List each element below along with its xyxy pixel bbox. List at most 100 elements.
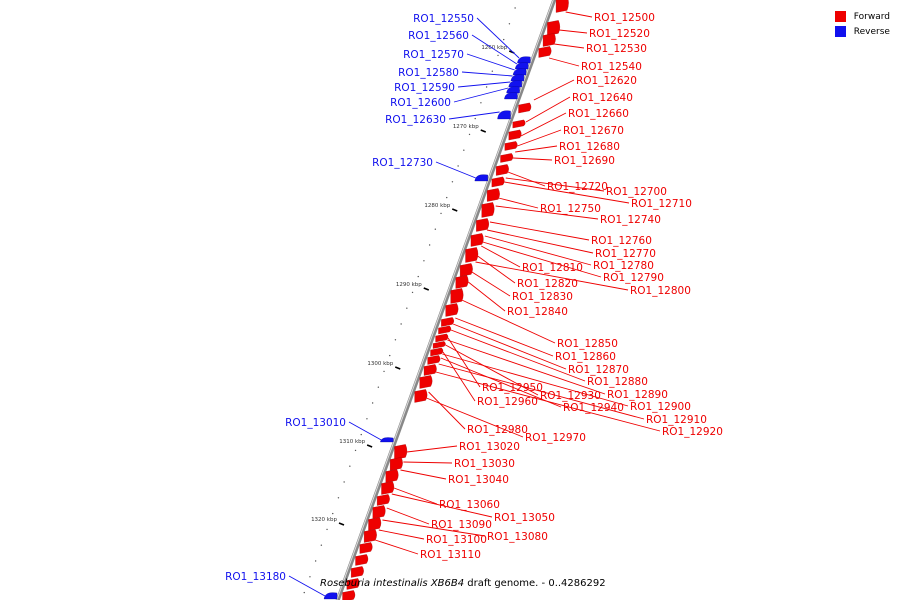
gene-block[interactable] [423,364,437,376]
gene-block[interactable] [414,389,428,403]
forward-gene-label[interactable]: RO1_12790 [603,272,664,284]
forward-gene-label[interactable]: RO1_12640 [572,92,633,104]
gene-block[interactable] [372,505,386,519]
gene-block[interactable] [459,263,473,277]
gene-block[interactable] [470,233,484,247]
gene-block[interactable] [517,56,531,64]
gene-block[interactable] [500,153,514,163]
gene-block[interactable] [377,494,390,506]
gene-block[interactable] [389,457,403,471]
forward-gene-label[interactable]: RO1_12950 [482,382,543,394]
gene-block[interactable] [432,341,446,349]
gene-block[interactable] [455,275,469,289]
gene-block[interactable] [508,80,522,88]
gene-block[interactable] [359,542,373,554]
forward-gene-label[interactable]: RO1_13110 [420,549,481,561]
forward-gene-label[interactable]: RO1_12870 [568,364,629,376]
reverse-gene-label[interactable]: RO1_12590 [394,82,455,94]
gene-block[interactable] [364,529,377,543]
forward-gene-label[interactable]: RO1_13040 [448,474,509,486]
forward-gene-label[interactable]: RO1_12970 [525,432,586,444]
gene-block[interactable] [555,0,569,13]
forward-gene-label[interactable]: RO1_12620 [576,75,637,87]
gene-block[interactable] [518,102,532,114]
gene-block[interactable] [323,592,338,600]
gene-block[interactable] [506,86,520,94]
gene-block[interactable] [515,62,529,70]
forward-gene-label[interactable]: RO1_12740 [600,214,661,226]
gene-block[interactable] [351,566,364,578]
gene-block[interactable] [419,375,433,389]
gene-block[interactable] [342,590,356,600]
forward-gene-label[interactable]: RO1_12980 [467,424,528,436]
gene-block[interactable] [491,176,505,188]
gene-block[interactable] [385,469,399,483]
gene-block[interactable] [474,174,488,182]
reverse-gene-label[interactable]: RO1_12630 [385,114,446,126]
gene-block[interactable] [450,288,464,304]
forward-gene-label[interactable]: RO1_12840 [507,306,568,318]
forward-gene-label[interactable]: RO1_12890 [607,389,668,401]
forward-gene-label[interactable]: RO1_12760 [591,235,652,247]
forward-gene-label[interactable]: RO1_12530 [586,43,647,55]
gene-block[interactable] [481,202,495,218]
forward-gene-label[interactable]: RO1_12810 [522,262,583,274]
forward-gene-label[interactable]: RO1_12880 [587,376,648,388]
forward-gene-label[interactable]: RO1_12850 [557,338,618,350]
forward-gene-label[interactable]: RO1_12860 [555,351,616,363]
forward-gene-label[interactable]: RO1_12780 [593,260,654,272]
forward-gene-label[interactable]: RO1_12900 [630,401,691,413]
reverse-gene-label[interactable]: RO1_12560 [408,30,469,42]
forward-gene-label[interactable]: RO1_12520 [589,28,650,40]
gene-block[interactable] [438,325,452,335]
gene-block[interactable] [497,110,511,120]
forward-gene-label[interactable]: RO1_12660 [568,108,629,120]
forward-gene-label[interactable]: RO1_13050 [494,512,555,524]
forward-gene-label[interactable]: RO1_12920 [662,426,723,438]
forward-gene-label[interactable]: RO1_12670 [563,125,624,137]
forward-gene-label[interactable]: RO1_12710 [631,198,692,210]
gene-block[interactable] [381,481,395,495]
forward-gene-label[interactable]: RO1_12720 [547,181,608,193]
gene-block[interactable] [394,444,408,460]
reverse-gene-label[interactable]: RO1_12550 [413,13,474,25]
forward-gene-label[interactable]: RO1_12540 [581,61,642,73]
forward-gene-label[interactable]: RO1_12960 [477,396,538,408]
gene-block[interactable] [435,333,449,343]
reverse-gene-label[interactable]: RO1_12570 [403,49,464,61]
gene-block[interactable] [547,20,561,36]
reverse-gene-label[interactable]: RO1_13010 [285,417,346,429]
forward-gene-label[interactable]: RO1_12500 [594,12,655,24]
forward-gene-label[interactable]: RO1_12820 [517,278,578,290]
gene-block[interactable] [368,517,382,531]
gene-block[interactable] [487,188,500,202]
gene-block[interactable] [355,554,369,566]
gene-block[interactable] [427,355,441,365]
gene-block[interactable] [538,46,552,58]
gene-block[interactable] [430,347,444,357]
forward-gene-label[interactable]: RO1_12910 [646,414,707,426]
gene-block[interactable] [346,578,360,590]
gene-block[interactable] [504,92,518,100]
forward-gene-label[interactable]: RO1_13060 [439,499,500,511]
gene-block[interactable] [508,129,522,141]
reverse-gene-label[interactable]: RO1_12580 [398,67,459,79]
forward-gene-label[interactable]: RO1_12700 [606,186,667,198]
forward-gene-label[interactable]: RO1_13100 [426,534,487,546]
gene-block[interactable] [512,119,526,129]
forward-gene-label[interactable]: RO1_12690 [554,155,615,167]
gene-block[interactable] [510,74,525,82]
gene-block[interactable] [476,218,489,232]
gene-block[interactable] [542,33,556,47]
forward-gene-label[interactable]: RO1_12680 [559,141,620,153]
gene-block[interactable] [380,437,394,443]
reverse-gene-label[interactable]: RO1_12600 [390,97,451,109]
forward-gene-label[interactable]: RO1_13030 [454,458,515,470]
gene-block[interactable] [441,317,455,327]
reverse-gene-label[interactable]: RO1_13180 [225,571,286,583]
forward-gene-label[interactable]: RO1_12930 [540,390,601,402]
gene-block[interactable] [504,141,518,151]
reverse-gene-label[interactable]: RO1_12730 [372,157,433,169]
forward-gene-label[interactable]: RO1_13080 [487,531,548,543]
forward-gene-label[interactable]: RO1_12750 [540,203,601,215]
